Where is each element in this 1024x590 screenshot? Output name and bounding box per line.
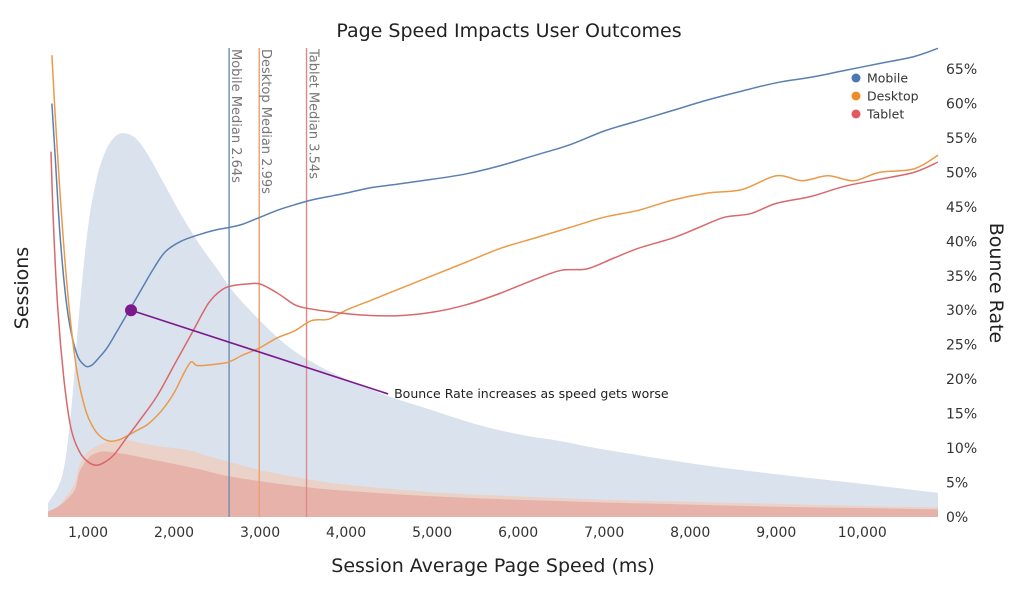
y-tick-label: 60% xyxy=(946,96,977,112)
annotation-point xyxy=(125,304,138,317)
series-line-tablet xyxy=(50,151,939,467)
y-tick-label: 25% xyxy=(946,338,977,354)
y-tick-label: 40% xyxy=(946,234,977,250)
session-distributions xyxy=(48,133,938,517)
legend-marker-desktop xyxy=(851,91,861,101)
y-tick-label: 15% xyxy=(946,407,977,423)
series-line-mobile xyxy=(51,47,939,368)
annotation-line xyxy=(130,309,389,395)
y-axis-ticks: 0% 5% 10% 15% 20% 25% 30% 35% 40% 45% 50% 55% 60% 65% xyxy=(946,62,977,526)
y-tick-label: 10% xyxy=(946,441,977,457)
legend-label-desktop: Desktop xyxy=(867,89,919,104)
legend-label-tablet: Tablet xyxy=(866,107,904,122)
y-axis-right-label: Bounce Rate xyxy=(985,223,1007,344)
x-tick-label: 10,000 xyxy=(838,525,887,541)
series-line-desktop xyxy=(51,55,939,443)
x-tick-label: 9,000 xyxy=(756,525,796,541)
y-axis-left-label: Sessions xyxy=(11,247,33,329)
x-tick-label: 6,000 xyxy=(498,525,538,541)
distribution-area-mobile-sessions xyxy=(48,133,938,517)
distribution-area-tablet-sessions xyxy=(48,451,938,517)
median-label: Mobile Median 2.64s xyxy=(228,49,243,183)
y-tick-label: 45% xyxy=(946,200,977,216)
x-axis-ticks: 1,000 2,000 3,000 4,000 5,000 6,000 7,000 8,000… xyxy=(68,525,887,541)
x-tick-label: 3,000 xyxy=(240,525,280,541)
y-tick-label: 30% xyxy=(946,303,977,319)
legend-label-mobile: Mobile xyxy=(867,71,908,86)
x-tick-label: 7,000 xyxy=(584,525,624,541)
y-tick-label: 35% xyxy=(946,269,977,285)
legend-marker-mobile xyxy=(851,73,861,83)
chart-title: Page Speed Impacts User Outcomes xyxy=(336,20,681,42)
y-tick-label: 55% xyxy=(946,131,977,147)
legend: Mobile Desktop Tablet xyxy=(851,71,919,122)
median-label: Desktop Median 2.99s xyxy=(258,49,273,194)
x-tick-label: 5,000 xyxy=(412,525,452,541)
x-axis-label: Session Average Page Speed (ms) xyxy=(331,555,654,577)
y-tick-label: 0% xyxy=(946,510,968,526)
annotation: Bounce Rate increases as speed gets wors… xyxy=(125,304,669,401)
y-tick-label: 50% xyxy=(946,165,977,181)
median-label: Tablet Median 3.54s xyxy=(306,48,321,179)
legend-marker-tablet xyxy=(851,109,861,119)
bounce-rate-series xyxy=(50,47,939,467)
median-lines: Mobile Median 2.64s Desktop Median 2.99s T… xyxy=(228,48,321,517)
x-tick-label: 1,000 xyxy=(68,525,108,541)
y-tick-label: 20% xyxy=(946,372,977,388)
annotation-text: Bounce Rate increases as speed gets wors… xyxy=(394,386,669,401)
x-tick-label: 2,000 xyxy=(154,525,194,541)
x-tick-label: 4,000 xyxy=(326,525,366,541)
y-tick-label: 65% xyxy=(946,62,977,78)
y-tick-label: 5% xyxy=(946,476,968,492)
x-tick-label: 8,000 xyxy=(670,525,710,541)
